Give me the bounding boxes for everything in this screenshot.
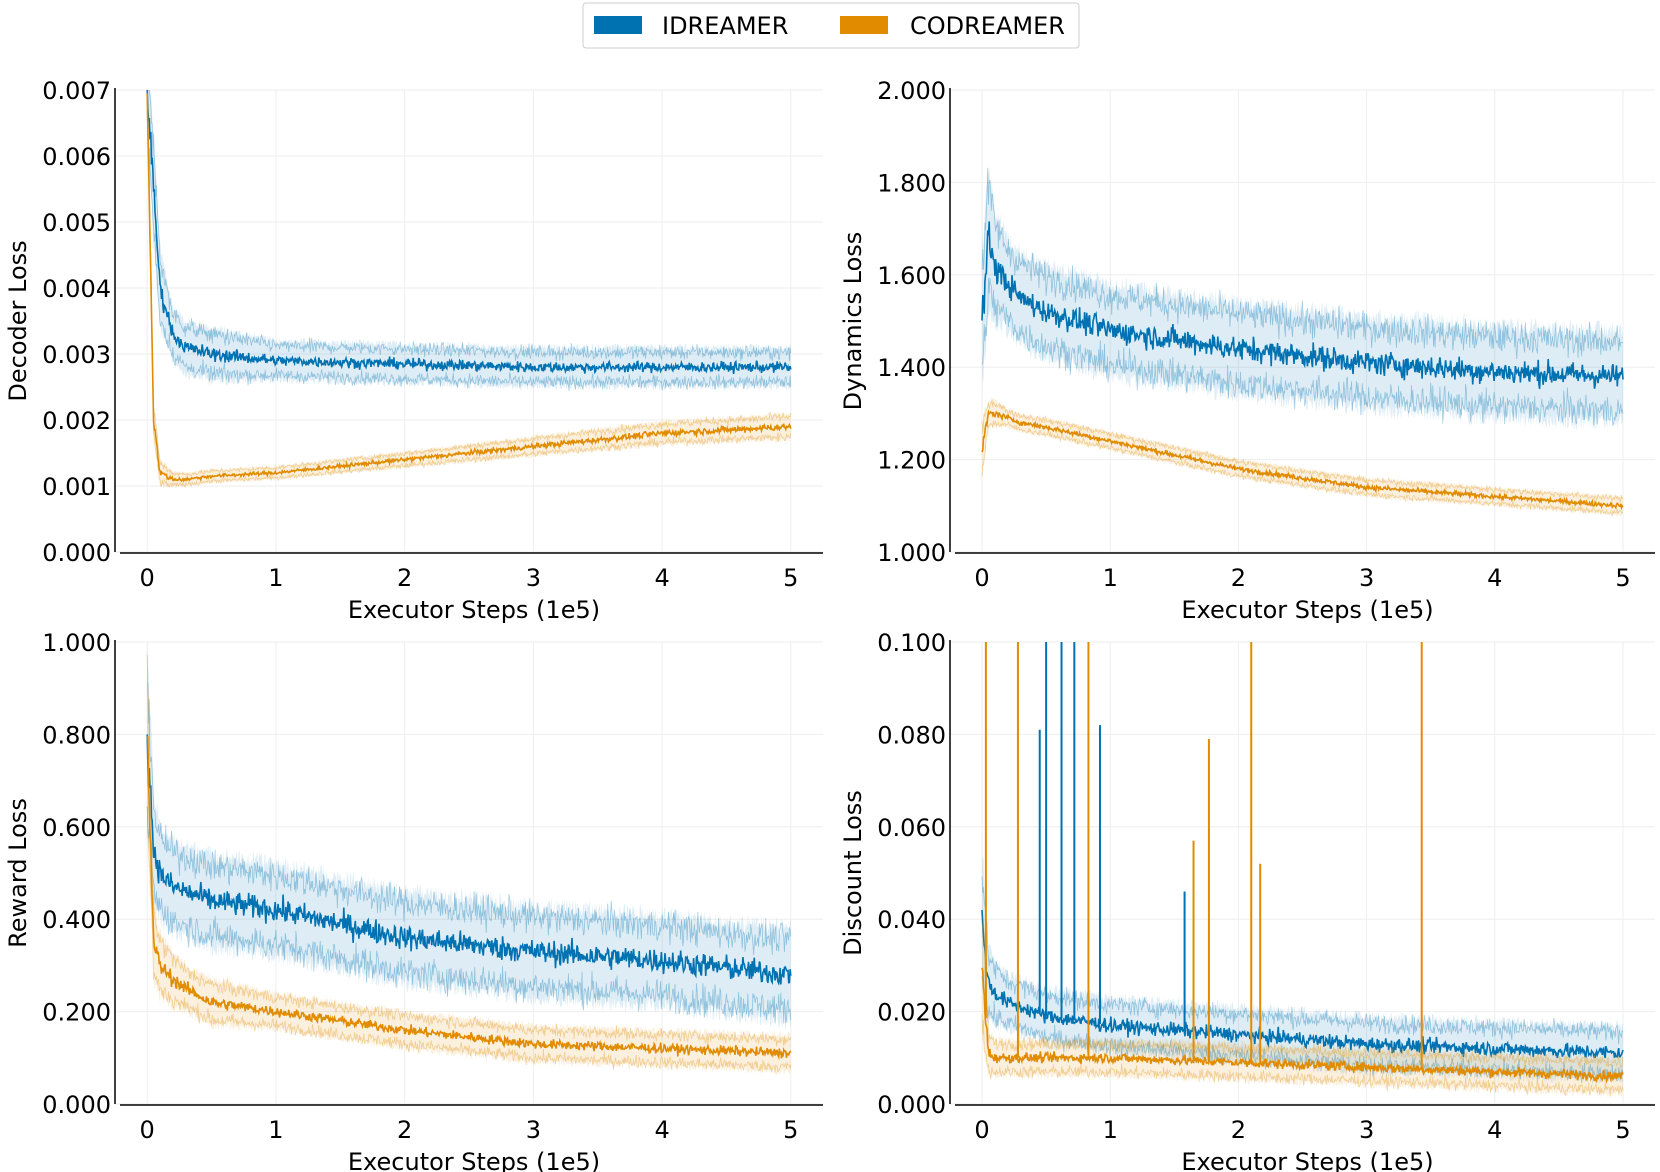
y-tick-label: 0.200 bbox=[42, 999, 111, 1027]
y-tick-label: 1.000 bbox=[877, 539, 946, 567]
seed-line-idreamer-0 bbox=[146, 682, 792, 956]
x-tick-label: 0 bbox=[974, 564, 989, 592]
series-line-codreamer bbox=[981, 409, 1624, 511]
panel-discount-loss: 0.000 0.020 0.040 0.060 0.080 0.100 0 1 2 3 4 5 Exec… bbox=[839, 629, 1655, 1172]
y-tick-label: 0.003 bbox=[42, 341, 111, 369]
panel-reward-loss: 0.000 0.200 0.400 0.600 0.800 1.000 0 1 2 3 4 5 Exec… bbox=[4, 629, 823, 1172]
x-axis-label: Executor Steps (1e5) bbox=[348, 1148, 600, 1172]
y-tick-label: 0.000 bbox=[42, 539, 111, 567]
seed-line-codreamer-1 bbox=[981, 420, 1624, 517]
y-tick-label: 0.007 bbox=[42, 77, 111, 105]
y-tick-label: 0.000 bbox=[877, 1091, 946, 1119]
seed-line-idreamer-1 bbox=[981, 277, 1624, 426]
y-tick-label: 0.005 bbox=[42, 209, 111, 237]
x-tick-label: 5 bbox=[1615, 564, 1630, 592]
x-tick-label: 3 bbox=[1359, 564, 1374, 592]
y-tick-label: 0.400 bbox=[42, 906, 111, 934]
legend-swatch-codreamer bbox=[840, 16, 888, 34]
y-tick-label: 0.001 bbox=[42, 473, 111, 501]
band-codreamer bbox=[982, 397, 1623, 517]
y-tick-label: 1.800 bbox=[877, 169, 946, 197]
y-axis-label: Decoder Loss bbox=[4, 240, 32, 401]
y-tick-label: 1.600 bbox=[877, 262, 946, 290]
y-axis-label: Discount Loss bbox=[839, 790, 867, 956]
plot-area bbox=[146, 90, 792, 489]
plot-area bbox=[981, 164, 1624, 517]
x-tick-label: 1 bbox=[1103, 1116, 1118, 1144]
y-tick-label: 0.020 bbox=[877, 999, 946, 1027]
seed-line-idreamer-1 bbox=[146, 806, 792, 1024]
x-tick-label: 1 bbox=[268, 1116, 283, 1144]
series-line-codreamer bbox=[146, 93, 792, 483]
x-tick-label: 2 bbox=[397, 1116, 412, 1144]
y-axis-label: Dynamics Loss bbox=[839, 232, 867, 411]
x-tick-label: 0 bbox=[140, 1116, 155, 1144]
y-tick-label: 0.100 bbox=[877, 629, 946, 657]
series-line-codreamer bbox=[146, 735, 792, 1061]
seed-line-codreamer-0 bbox=[981, 399, 1624, 503]
x-tick-label: 3 bbox=[526, 1116, 541, 1144]
y-tick-label: 1.000 bbox=[42, 629, 111, 657]
x-tick-label: 1 bbox=[268, 564, 283, 592]
x-tick-label: 4 bbox=[654, 564, 669, 592]
x-axis-label: Executor Steps (1e5) bbox=[1181, 596, 1433, 624]
panel-dynamics-loss: 1.000 1.200 1.400 1.600 1.800 2.000 0 1 2 3 4 5 Exec… bbox=[839, 77, 1655, 624]
y-tick-label: 0.080 bbox=[877, 721, 946, 749]
x-tick-label: 0 bbox=[974, 1116, 989, 1144]
series-line-idreamer bbox=[146, 734, 792, 986]
subplot-grid: 0.000 0.001 0.002 0.003 0.004 0.005 0.006 0.007… bbox=[4, 77, 1655, 1172]
band-idreamer bbox=[147, 90, 791, 391]
series-line-idreamer bbox=[981, 221, 1624, 389]
legend-label-idreamer: IDREAMER bbox=[662, 12, 788, 40]
x-tick-label: 2 bbox=[397, 564, 412, 592]
y-tick-label: 0.040 bbox=[877, 906, 946, 934]
plot-area bbox=[981, 642, 1624, 1099]
seed-line-codreamer-1 bbox=[146, 806, 792, 1073]
x-tick-label: 3 bbox=[526, 564, 541, 592]
y-tick-label: 1.400 bbox=[877, 354, 946, 382]
legend-swatch-idreamer bbox=[594, 16, 642, 34]
y-tick-label: 1.200 bbox=[877, 447, 946, 475]
y-tick-label: 0.004 bbox=[42, 275, 111, 303]
x-axis-label: Executor Steps (1e5) bbox=[1181, 1148, 1433, 1172]
seed-line-codreamer-0 bbox=[146, 90, 792, 478]
y-tick-label: 0.000 bbox=[42, 1091, 111, 1119]
seed-line-idreamer-0 bbox=[981, 167, 1624, 360]
x-tick-label: 5 bbox=[1615, 1116, 1630, 1144]
y-tick-label: 0.800 bbox=[42, 721, 111, 749]
series-line-idreamer bbox=[146, 90, 792, 375]
seed-line-codreamer-0 bbox=[146, 654, 792, 1047]
y-tick-label: 2.000 bbox=[877, 77, 946, 105]
x-axis-label: Executor Steps (1e5) bbox=[348, 596, 600, 624]
seed-line-codreamer-1 bbox=[146, 109, 792, 489]
band-idreamer bbox=[147, 642, 791, 1030]
y-axis-label: Reward Loss bbox=[4, 798, 32, 948]
x-tick-label: 3 bbox=[1359, 1116, 1374, 1144]
x-tick-label: 1 bbox=[1103, 564, 1118, 592]
x-tick-label: 5 bbox=[783, 1116, 798, 1144]
x-tick-label: 0 bbox=[140, 564, 155, 592]
plot-area bbox=[146, 642, 792, 1075]
x-tick-label: 4 bbox=[1487, 564, 1502, 592]
legend-frame bbox=[582, 2, 1080, 49]
legend: IDREAMER CODREAMER bbox=[582, 2, 1080, 49]
y-tick-label: 0.002 bbox=[42, 407, 111, 435]
x-tick-label: 2 bbox=[1231, 1116, 1246, 1144]
seed-line-codreamer-1 bbox=[981, 1014, 1624, 1097]
x-tick-label: 2 bbox=[1231, 564, 1246, 592]
x-tick-label: 5 bbox=[783, 564, 798, 592]
x-tick-label: 4 bbox=[1487, 1116, 1502, 1144]
seed-line-idreamer-1 bbox=[146, 110, 792, 392]
y-tick-label: 0.060 bbox=[877, 814, 946, 842]
x-tick-label: 4 bbox=[654, 1116, 669, 1144]
panel-decoder-loss: 0.000 0.001 0.002 0.003 0.004 0.005 0.006 0.007… bbox=[4, 77, 823, 624]
seed-line-idreamer-0 bbox=[147, 90, 792, 362]
y-tick-label: 0.600 bbox=[42, 814, 111, 842]
y-tick-label: 0.006 bbox=[42, 143, 111, 171]
band-codreamer bbox=[147, 90, 791, 489]
band-codreamer bbox=[982, 900, 1623, 1099]
legend-label-codreamer: CODREAMER bbox=[910, 12, 1065, 40]
